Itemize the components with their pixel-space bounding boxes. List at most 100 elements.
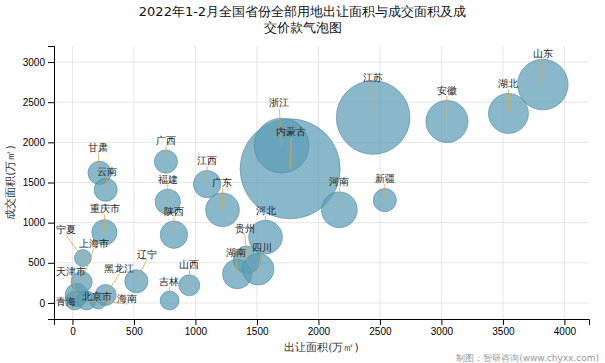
point-label: 浙江 xyxy=(269,97,289,108)
leader-line xyxy=(165,146,166,162)
tick: 4000 xyxy=(554,319,577,337)
tick: 2000 xyxy=(308,319,331,337)
tick-mark xyxy=(48,303,54,304)
title: 2022年1-2月全国省份全部用地出让面积与成交面积及成交价款气泡图 xyxy=(139,4,466,35)
grid-line xyxy=(54,62,589,63)
point-label: 重庆市 xyxy=(90,203,120,214)
point-label: 河南 xyxy=(329,176,349,187)
point-label: 河北 xyxy=(256,205,276,216)
tick-label: 500 xyxy=(126,326,143,337)
point-label: 湖南 xyxy=(226,247,246,258)
leader-line xyxy=(207,166,208,184)
leader-line xyxy=(290,137,291,169)
point-label: 甘肃 xyxy=(88,142,108,153)
plot: 0 500 1000 1500 2000 2500 3000 3500 4000 0 500 1000… xyxy=(23,46,590,337)
point-label: 上海市 xyxy=(79,238,109,249)
leader-line xyxy=(71,277,77,295)
tick: 500 xyxy=(126,319,143,337)
chart: 0 500 1000 1500 2000 2500 3000 3500 4000 0 500 1000… xyxy=(0,0,605,363)
point-label: 湖北 xyxy=(498,78,518,89)
point-label: 福建 xyxy=(158,174,178,185)
leader-line xyxy=(104,214,105,232)
leader-line xyxy=(167,185,168,202)
leader-line xyxy=(373,83,374,118)
tick-label: 1500 xyxy=(23,177,46,188)
tick-mark xyxy=(318,319,319,325)
tick-mark xyxy=(380,319,381,325)
leader-line xyxy=(222,188,223,209)
point-label: 山西 xyxy=(179,259,199,270)
point-label: 辽宁 xyxy=(137,249,157,260)
tick: 1500 xyxy=(246,319,269,337)
grid-line xyxy=(54,222,589,223)
point-label: 四川 xyxy=(252,242,272,253)
leader-line xyxy=(136,260,146,282)
tick-label: 2500 xyxy=(369,326,392,337)
tick-label: 1500 xyxy=(246,326,269,337)
grid xyxy=(54,46,589,319)
tick-label: 500 xyxy=(28,257,45,268)
point-label: 云南 xyxy=(97,166,117,177)
leader-lines xyxy=(66,59,543,304)
tick-label: 0 xyxy=(70,326,76,337)
leader-line xyxy=(339,187,340,209)
tick: 3000 xyxy=(23,57,54,68)
x-axis: 0 500 1000 1500 2000 2500 3000 3500 4000 xyxy=(55,319,590,337)
tick-label: 4000 xyxy=(554,326,577,337)
tick: 2500 xyxy=(23,97,54,108)
tick-label: 3000 xyxy=(23,57,46,68)
tick: 2000 xyxy=(23,137,54,148)
tick: 1500 xyxy=(23,177,54,188)
point-label: 新疆 xyxy=(375,173,395,184)
leader-line xyxy=(508,89,509,114)
tick-label: 3000 xyxy=(431,326,454,337)
tick: 3000 xyxy=(431,319,454,337)
tick-mark xyxy=(195,319,196,325)
y-axis: 0 500 1000 1500 2000 2500 3000 xyxy=(23,47,55,320)
leader-line xyxy=(106,177,107,189)
leader-line xyxy=(189,270,190,285)
bubbles xyxy=(65,59,568,310)
point-label: 宁夏 xyxy=(56,224,76,235)
point-label: 贵州 xyxy=(235,223,255,234)
tick-mark xyxy=(564,319,565,325)
tick: 3500 xyxy=(492,319,515,337)
leader-line xyxy=(384,184,385,200)
tick-label: 2500 xyxy=(23,97,46,108)
tick-label: 2000 xyxy=(23,137,46,148)
tick: 1000 xyxy=(23,217,54,228)
tick-mark xyxy=(503,319,504,325)
point-label: 内蒙古 xyxy=(276,126,306,137)
tick-mark xyxy=(48,263,54,264)
bubble xyxy=(518,59,569,110)
tick-label: 1000 xyxy=(23,217,46,228)
leader-line xyxy=(173,217,174,235)
bubble xyxy=(94,178,117,201)
point-label: 广东 xyxy=(212,177,232,188)
tick-mark xyxy=(257,319,258,325)
tick: 1000 xyxy=(185,319,208,337)
source-note: 制图：智研咨询(www.chyxx.com) xyxy=(456,353,599,363)
axis-line xyxy=(48,47,55,320)
tick-mark xyxy=(48,223,54,224)
tick-mark xyxy=(48,142,54,143)
point-labels: 青海天津市上海市宁夏北京市海南黑龙江甘肃云南重庆市辽宁吉林山西广西福建陕西内蒙古… xyxy=(56,48,553,307)
y-axis-title: 成交面积(万㎡) xyxy=(4,145,17,220)
tick: 500 xyxy=(28,257,54,268)
point-label: 广西 xyxy=(156,135,176,146)
tick-mark xyxy=(48,62,54,63)
leader-line xyxy=(446,96,447,122)
point-label: 江苏 xyxy=(363,72,383,83)
leader-line xyxy=(236,258,237,274)
point-label: 海南 xyxy=(117,293,137,304)
tick-mark xyxy=(48,183,54,184)
leader-line xyxy=(258,253,262,269)
bubble xyxy=(336,81,410,155)
tick: 0 xyxy=(70,319,76,337)
tick-label: 1000 xyxy=(185,326,208,337)
tick: 0 xyxy=(39,298,54,309)
point-label: 青海 xyxy=(56,296,76,307)
tick-label: 0 xyxy=(39,298,45,309)
leader-line xyxy=(265,216,266,237)
point-label: 北京市 xyxy=(82,291,112,302)
